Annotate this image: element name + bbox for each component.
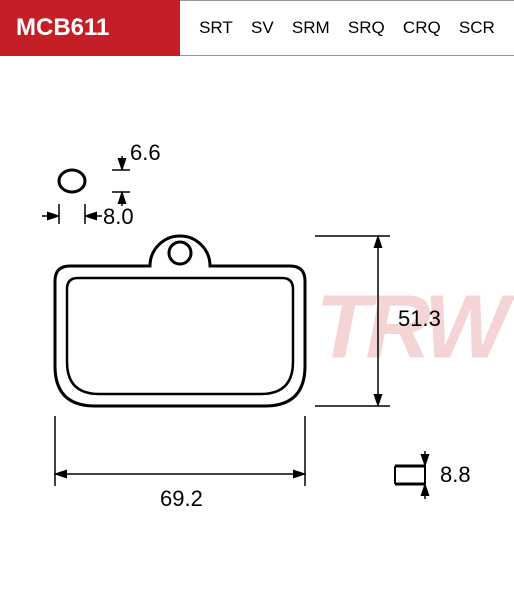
variant-item: SCR xyxy=(459,18,495,38)
dim-pad-height: 51.3 xyxy=(398,306,441,332)
dim-hole-height: 6.6 xyxy=(130,140,161,166)
pad-inner-contour xyxy=(67,278,293,394)
mounting-hole xyxy=(59,170,85,192)
variant-list: SRT SV SRM SRQ CRQ SCR xyxy=(180,0,514,56)
dim-hole-width: 8.0 xyxy=(103,204,134,230)
variant-item: CRQ xyxy=(403,18,441,38)
technical-drawing: TRW xyxy=(0,56,514,600)
tab-hole xyxy=(169,242,191,264)
dim-pad-width: 69.2 xyxy=(160,486,203,512)
dim-thickness: 8.8 xyxy=(440,462,471,488)
variant-item: SRT xyxy=(199,18,233,38)
brake-pad-outline xyxy=(55,236,305,406)
variant-item: SV xyxy=(251,18,274,38)
variant-item: SRM xyxy=(292,18,330,38)
part-number: MCB611 xyxy=(0,0,180,56)
variant-item: SRQ xyxy=(348,18,385,38)
